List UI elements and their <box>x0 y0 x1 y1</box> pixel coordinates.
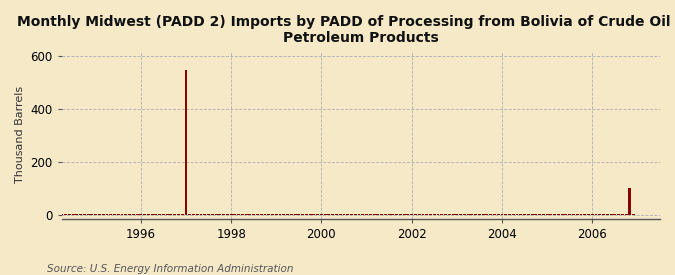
Bar <box>628 188 631 215</box>
Bar <box>184 70 188 215</box>
Y-axis label: Thousand Barrels: Thousand Barrels <box>15 86 25 183</box>
Title: Monthly Midwest (PADD 2) Imports by PADD of Processing from Bolivia of Crude Oil: Monthly Midwest (PADD 2) Imports by PADD… <box>17 15 675 45</box>
Text: Source: U.S. Energy Information Administration: Source: U.S. Energy Information Administ… <box>47 264 294 274</box>
